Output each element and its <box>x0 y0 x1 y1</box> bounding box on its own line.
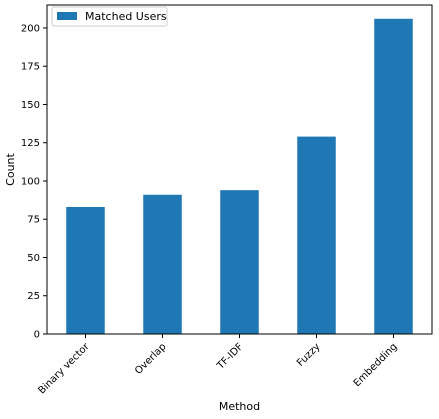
bar <box>143 194 182 334</box>
x-ticks: Binary vector Overlap TF-IDF Fuzzy Embedding <box>36 334 400 397</box>
x-tick-label: Binary vector <box>36 341 92 397</box>
y-tick-label: 100 <box>21 176 40 187</box>
y-tick-label: 200 <box>21 23 40 34</box>
legend: Matched Users <box>51 6 168 27</box>
legend-swatch <box>57 12 77 20</box>
legend-label: Matched Users <box>85 10 167 23</box>
y-axis-label: Count <box>4 152 17 185</box>
y-tick-label: 50 <box>27 253 40 264</box>
bars-layer <box>66 18 413 334</box>
x-tick-label: TF-IDF <box>215 341 246 372</box>
y-tick-label: 0 <box>34 330 40 341</box>
legend-box <box>51 6 168 27</box>
x-tick-label: Overlap <box>133 341 169 377</box>
y-tick-label: 125 <box>21 138 40 149</box>
y-ticks: 0 25 50 75 100 125 150 175 200 <box>21 23 47 341</box>
y-tick-label: 175 <box>21 62 40 73</box>
y-tick-label: 150 <box>21 100 40 111</box>
bar <box>297 136 336 334</box>
bar <box>66 206 105 334</box>
y-tick-label: 75 <box>27 215 40 226</box>
bar <box>220 190 259 334</box>
x-tick-label: Fuzzy <box>295 341 323 369</box>
y-tick-label: 25 <box>27 291 40 302</box>
x-tick-label: Embedding <box>352 341 400 389</box>
x-axis-label: Method <box>219 400 260 413</box>
bar <box>374 18 413 334</box>
